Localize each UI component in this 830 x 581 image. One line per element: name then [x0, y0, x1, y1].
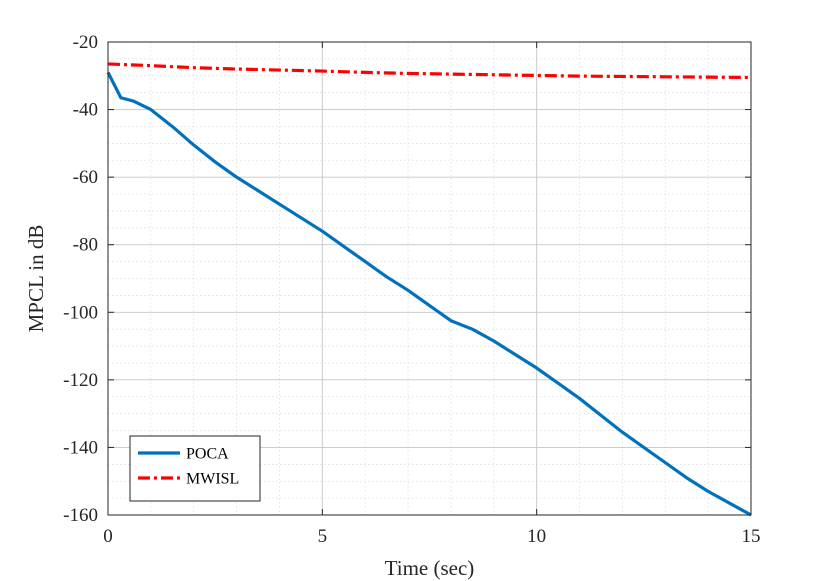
plot-frame: [107, 41, 752, 516]
y-tick-label: -120: [63, 370, 98, 391]
legend-label-mwisl: MWISL: [186, 471, 239, 488]
minor-grid: [108, 42, 751, 515]
legend-box: [129, 435, 261, 502]
x-tick-label: 10: [527, 526, 546, 547]
y-tick-label: -160: [63, 505, 98, 526]
y-axis-title: MPCL in dB: [24, 225, 48, 333]
ticks-layer: [107, 41, 752, 516]
series-layer: [106, 62, 752, 517]
x-tick-label: 15: [742, 526, 761, 547]
legend-label-poca: POCA: [186, 446, 229, 463]
x-tick-label: 5: [318, 526, 328, 547]
tick-labels-layer: 0 5 10 15 -20 -40 -60 -80 -100 -120 -140 -160: [63, 32, 760, 547]
y-tick-label: -20: [73, 32, 98, 53]
series-line-poca: [106, 71, 752, 517]
y-tick-label: -140: [63, 437, 98, 458]
legend: POCA MWISL: [129, 435, 261, 502]
y-tick-label: -100: [63, 302, 98, 323]
series-line-mwisl: [107, 62, 752, 80]
y-tick-label: -60: [73, 167, 98, 188]
y-tick-label: -40: [73, 100, 98, 121]
y-tick-label: -80: [73, 235, 98, 256]
x-axis-title: Time (sec): [385, 556, 475, 580]
x-tick-label: 0: [103, 526, 113, 547]
